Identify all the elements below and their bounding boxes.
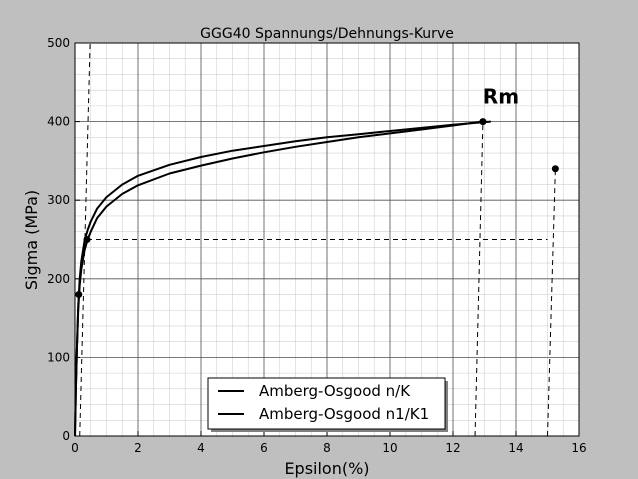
x-tick-label: 4 — [197, 441, 205, 455]
point-markers — [75, 118, 559, 299]
x-tick-label: 2 — [134, 441, 142, 455]
x-tick-label: 12 — [445, 441, 460, 455]
legend-label-series-2: Amberg-Osgood n1/K1 — [259, 405, 429, 423]
x-tick-label: 10 — [382, 441, 397, 455]
x-axis-label: Epsilon(%) — [284, 459, 369, 478]
x-tick-label: 16 — [571, 441, 586, 455]
legend-label-series-1: Amberg-Osgood n/K — [259, 382, 411, 400]
dashed-guide-line — [79, 42, 91, 437]
y-tick-label: 400 — [47, 115, 70, 129]
data-point-marker — [551, 165, 559, 173]
y-tick-label: 0 — [62, 429, 70, 443]
chart-title: GGG40 Spannungs/Dehnungs-Kurve — [200, 26, 454, 42]
data-point-marker — [479, 118, 487, 126]
series-line-2 — [74, 120, 482, 437]
y-tick-label: 100 — [47, 350, 70, 364]
dashed-guide-line — [474, 121, 484, 437]
x-tick-label: 8 — [323, 441, 331, 455]
dashed-guides — [79, 42, 556, 437]
y-tick-label: 200 — [47, 272, 70, 286]
data-point-marker — [75, 291, 83, 299]
annotation-label: Rm — [483, 85, 519, 109]
x-tick-label: 0 — [71, 441, 79, 455]
y-axis-label: Sigma (MPa) — [22, 190, 41, 290]
x-tick-label: 6 — [260, 441, 268, 455]
legend-box — [207, 377, 446, 430]
axis-ticks: 0 2 4 6 8 10 12 14 16 0 100 200 300 400 500 — [47, 36, 587, 455]
data-point-marker — [83, 236, 91, 243]
annotations: Rm — [483, 85, 519, 109]
legend: Amberg-Osgood n/K Amberg-Osgood n1/K1 — [207, 377, 448, 432]
y-tick-label: 300 — [47, 193, 70, 207]
x-tick-label: 14 — [508, 441, 523, 455]
y-tick-label: 500 — [47, 36, 70, 50]
